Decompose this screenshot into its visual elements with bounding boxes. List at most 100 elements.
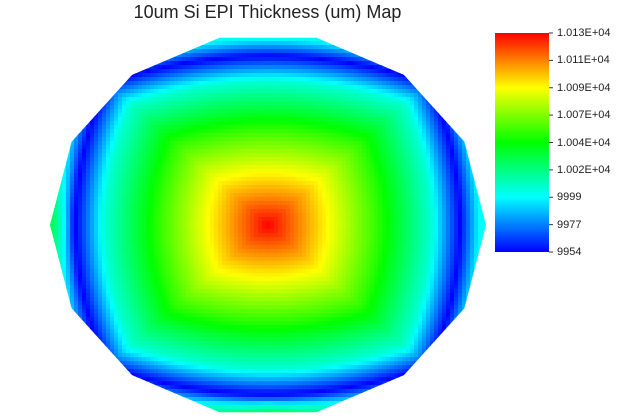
map-cell (246, 85, 251, 90)
map-cell (342, 209, 347, 214)
map-cell (166, 29, 171, 34)
map-cell (450, 209, 455, 214)
map-cell (454, 157, 459, 162)
map-cell (206, 113, 211, 118)
map-cell (470, 109, 475, 114)
map-cell (330, 61, 335, 66)
map-cell (342, 125, 347, 130)
map-cell (438, 153, 443, 158)
map-cell (306, 49, 311, 54)
map-cell (398, 57, 403, 62)
map-cell (126, 201, 131, 206)
map-cell (62, 213, 67, 218)
map-cell (234, 85, 239, 90)
map-cell (242, 189, 247, 194)
map-cell (378, 197, 383, 202)
map-cell (418, 177, 423, 182)
map-cell (362, 49, 367, 54)
map-cell (138, 33, 143, 38)
map-cell (266, 85, 271, 90)
map-cell (426, 41, 431, 46)
map-cell (402, 101, 407, 106)
map-cell (266, 193, 271, 198)
map-cell (198, 161, 203, 166)
map-cell (330, 33, 335, 38)
map-cell (158, 49, 163, 54)
map-cell (394, 129, 399, 134)
map-cell (358, 65, 363, 70)
map-cell (134, 145, 139, 150)
map-cell (86, 77, 91, 82)
map-cell (62, 73, 67, 78)
map-cell (50, 157, 55, 162)
map-cell (406, 73, 411, 78)
map-cell (258, 169, 263, 174)
map-cell (246, 153, 251, 158)
map-cell (278, 105, 283, 110)
map-cell (214, 93, 219, 98)
map-cell (146, 61, 151, 66)
map-cell (182, 165, 187, 170)
map-cell (298, 53, 303, 58)
map-cell (246, 185, 251, 190)
map-cell (170, 29, 175, 34)
map-cell (442, 61, 447, 66)
map-cell (206, 129, 211, 134)
map-cell (418, 89, 423, 94)
map-cell (98, 65, 103, 70)
map-cell (426, 49, 431, 54)
map-cell (250, 149, 255, 154)
map-cell (490, 129, 495, 134)
map-cell (402, 149, 407, 154)
map-cell (66, 185, 71, 190)
map-cell (302, 201, 307, 206)
map-cell (358, 81, 363, 86)
map-cell (286, 109, 291, 114)
map-cell (122, 153, 127, 158)
map-cell (358, 105, 363, 110)
map-cell (82, 165, 87, 170)
map-cell (358, 109, 363, 114)
map-cell (178, 149, 183, 154)
map-cell (354, 77, 359, 82)
map-cell (222, 45, 227, 50)
map-cell (362, 69, 367, 74)
map-cell (294, 173, 299, 178)
map-cell (322, 65, 327, 70)
map-cell (74, 169, 79, 174)
map-cell (194, 73, 199, 78)
map-cell (270, 153, 275, 158)
map-cell (462, 201, 467, 206)
map-cell (158, 201, 163, 206)
map-cell (406, 65, 411, 70)
map-cell (186, 213, 191, 218)
map-cell (334, 61, 339, 66)
map-cell (386, 49, 391, 54)
map-cell (442, 113, 447, 118)
map-cell (422, 197, 427, 202)
map-cell (302, 41, 307, 46)
map-cell (402, 193, 407, 198)
map-cell (330, 105, 335, 110)
map-cell (422, 77, 427, 82)
map-cell (318, 181, 323, 186)
map-cell (206, 109, 211, 114)
map-cell (58, 121, 63, 126)
map-cell (410, 113, 415, 118)
map-cell (338, 53, 343, 58)
map-cell (190, 205, 195, 210)
map-cell (282, 125, 287, 130)
map-cell (406, 193, 411, 198)
map-cell (350, 85, 355, 90)
map-cell (330, 185, 335, 190)
map-cell (366, 145, 371, 150)
map-cell (170, 193, 175, 198)
map-cell (262, 81, 267, 86)
map-cell (278, 173, 283, 178)
map-cell (294, 57, 299, 62)
map-cell (194, 161, 199, 166)
map-cell (214, 129, 219, 134)
map-cell (310, 145, 315, 150)
map-cell (174, 85, 179, 90)
map-cell (266, 61, 271, 66)
